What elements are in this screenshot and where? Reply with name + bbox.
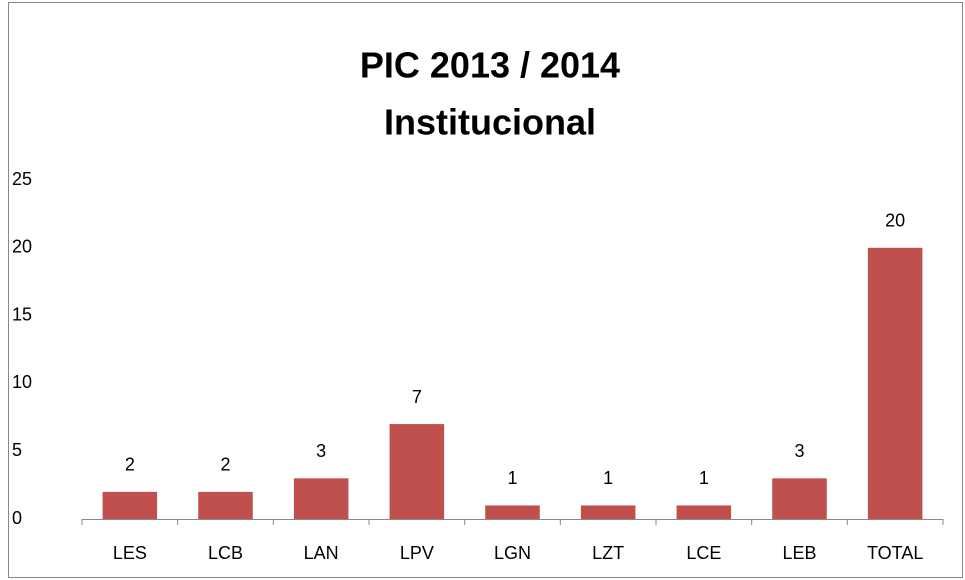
- bar: [293, 478, 349, 519]
- bar: [485, 505, 540, 519]
- x-tick-label: LGN: [494, 543, 531, 563]
- x-tick-label: LAN: [304, 543, 339, 563]
- bar: [102, 491, 158, 519]
- y-tick-label: 25: [12, 169, 32, 189]
- value-label: 3: [794, 441, 804, 461]
- y-tick-label: 20: [12, 237, 32, 257]
- value-label: 3: [316, 441, 326, 461]
- value-label: 1: [507, 468, 517, 488]
- bar: [580, 505, 636, 519]
- bar: [772, 478, 827, 519]
- value-label: 1: [699, 468, 709, 488]
- x-tick-label: LEB: [782, 543, 816, 563]
- x-tick-label: LCE: [686, 543, 721, 563]
- y-tick-label: 10: [12, 372, 32, 392]
- bar: [676, 505, 732, 519]
- value-label: 7: [412, 387, 422, 407]
- chart-title: Institucional: [384, 102, 596, 143]
- bar: [389, 424, 445, 519]
- y-tick-label: 15: [12, 304, 32, 324]
- bar: [198, 491, 253, 519]
- value-label: 2: [125, 455, 135, 475]
- x-tick-label: TOTAL: [867, 543, 923, 563]
- x-tick-label: LCB: [208, 543, 243, 563]
- y-tick-label: 5: [12, 440, 22, 460]
- value-label: 1: [603, 468, 613, 488]
- y-tick-label: 0: [12, 508, 22, 528]
- x-tick-label: LES: [113, 543, 147, 563]
- value-label: 2: [220, 455, 230, 475]
- x-tick-label: LZT: [592, 543, 624, 563]
- value-label: 20: [885, 211, 905, 231]
- bar: [867, 247, 923, 520]
- x-tick-label: LPV: [400, 543, 434, 563]
- chart-title: PIC 2013 / 2014: [360, 45, 620, 86]
